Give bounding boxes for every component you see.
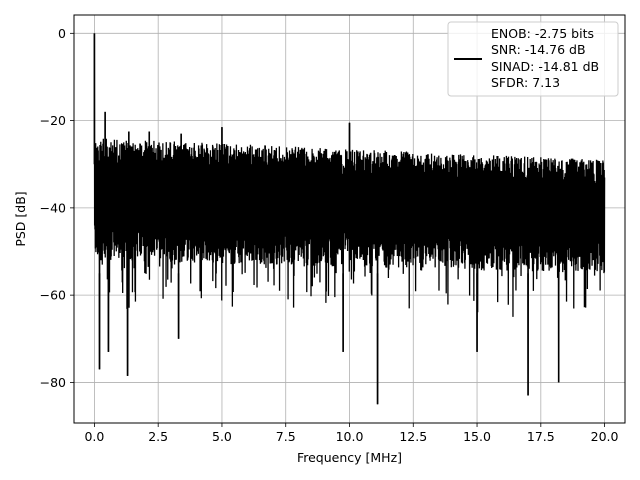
y-tick-label: −60	[40, 288, 66, 303]
plot-layer	[93, 33, 606, 405]
x-tick-label: 20.0	[591, 429, 619, 444]
x-tick-label: 0.0	[84, 429, 104, 444]
y-tick-label: 0	[58, 26, 66, 41]
legend-text-sinad: SINAD: -14.81 dB	[491, 59, 599, 74]
legend-text-snr: SNR: -14.76 dB	[491, 42, 586, 57]
legend: ENOB: -2.75 bits SNR: -14.76 dB SINAD: -…	[447, 21, 619, 97]
psd-trace-line	[93, 33, 606, 405]
y-tick-label: −20	[40, 113, 66, 128]
x-axis-label: Frequency [MHz]	[297, 450, 402, 465]
y-axis-label: PSD [dB]	[13, 191, 28, 246]
tick-layer: 0.0 2.5 5.0 7.5 10.0 12.5 15.0 17.5 20.0 0 −20 −40 −…	[40, 26, 619, 444]
x-tick-label: 2.5	[148, 429, 168, 444]
y-tick-label: −80	[40, 375, 66, 390]
legend-text-enob: ENOB: -2.75 bits	[491, 26, 594, 41]
x-tick-label: 17.5	[527, 429, 555, 444]
legend-text-sfdr: SFDR: 7.13	[491, 75, 560, 90]
x-tick-label: 5.0	[212, 429, 232, 444]
x-tick-label: 7.5	[276, 429, 296, 444]
legend-box	[447, 21, 619, 97]
x-tick-label: 15.0	[463, 429, 491, 444]
x-tick-label: 12.5	[399, 429, 427, 444]
y-tick-label: −40	[40, 200, 66, 215]
x-tick-label: 10.0	[336, 429, 364, 444]
